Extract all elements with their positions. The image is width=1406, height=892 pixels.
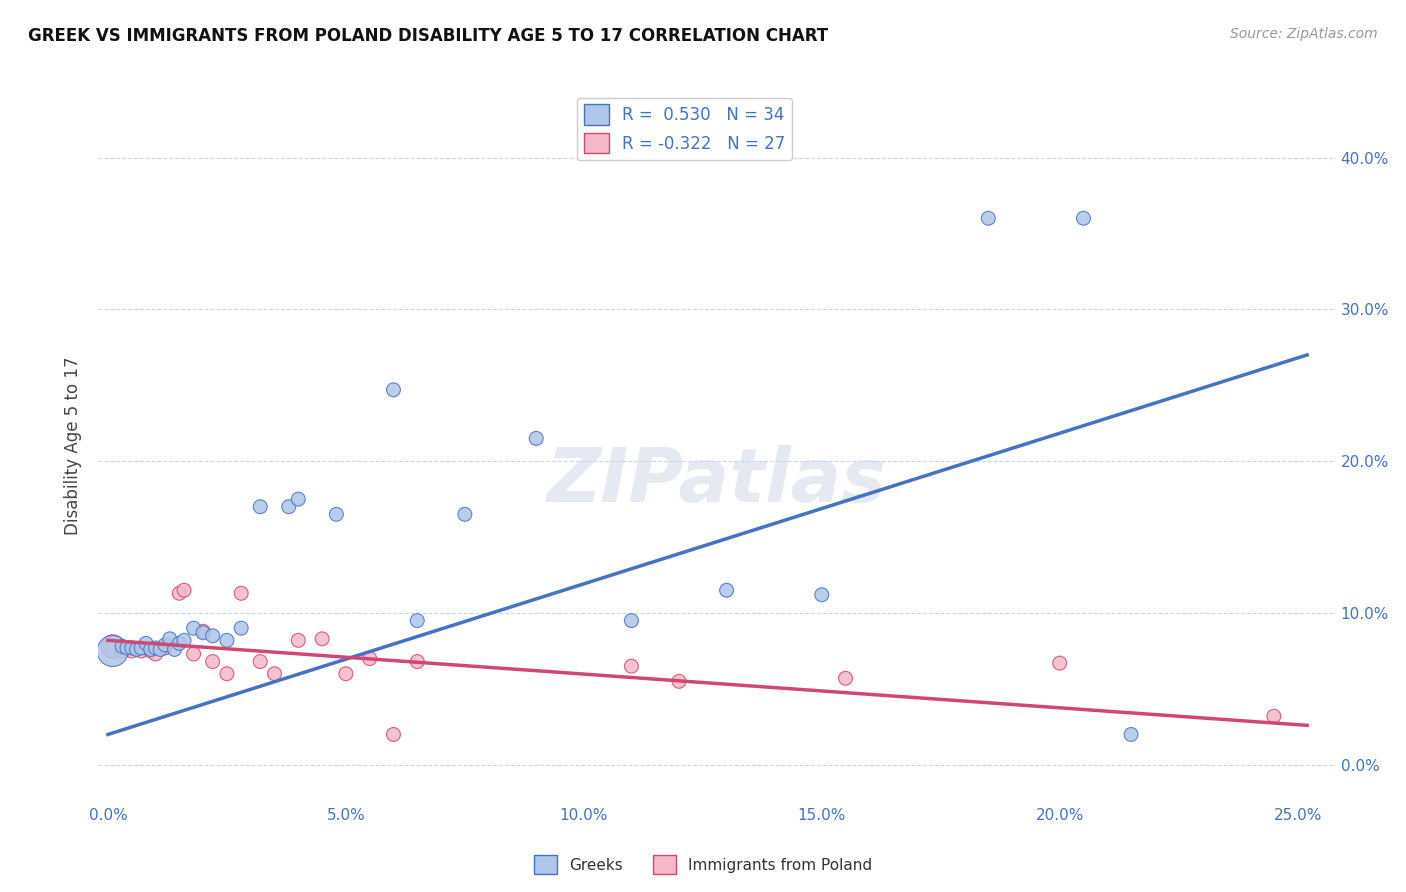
Point — [1119, 727, 1142, 741]
Point — [359, 651, 381, 665]
Point — [125, 642, 148, 657]
Point — [249, 500, 271, 514]
Point — [159, 632, 181, 646]
Point — [406, 655, 429, 669]
Point — [111, 640, 134, 654]
Point — [173, 633, 195, 648]
Point — [1073, 211, 1095, 226]
Point — [149, 642, 172, 657]
Point — [101, 644, 124, 658]
Point — [111, 644, 134, 658]
Point — [129, 640, 152, 655]
Text: GREEK VS IMMIGRANTS FROM POLAND DISABILITY AGE 5 TO 17 CORRELATION CHART: GREEK VS IMMIGRANTS FROM POLAND DISABILI… — [28, 27, 828, 45]
Point — [382, 727, 405, 741]
Text: Source: ZipAtlas.com: Source: ZipAtlas.com — [1230, 27, 1378, 41]
Point — [1049, 656, 1071, 670]
Point — [335, 666, 357, 681]
Point — [129, 644, 152, 658]
Point — [263, 666, 285, 681]
Point — [115, 640, 138, 655]
Point — [231, 586, 253, 600]
Point — [977, 211, 1000, 226]
Point — [121, 640, 143, 655]
Point — [834, 671, 856, 685]
Point — [325, 508, 347, 522]
Point — [716, 583, 738, 598]
Point — [524, 431, 547, 445]
Point — [311, 632, 333, 646]
Point — [173, 583, 195, 598]
Point — [153, 638, 176, 652]
Text: ZIPatlas: ZIPatlas — [547, 445, 887, 518]
Point — [121, 644, 143, 658]
Point — [139, 642, 162, 657]
Point — [215, 633, 238, 648]
Point — [454, 508, 477, 522]
Point — [169, 636, 191, 650]
Point — [668, 674, 690, 689]
Point — [183, 647, 205, 661]
Point — [406, 614, 429, 628]
Point — [163, 642, 186, 657]
Point — [277, 500, 299, 514]
Point — [201, 655, 224, 669]
Point — [183, 621, 205, 635]
Y-axis label: Disability Age 5 to 17: Disability Age 5 to 17 — [65, 357, 83, 535]
Point — [139, 644, 162, 658]
Legend: R =  0.530   N = 34, R = -0.322   N = 27: R = 0.530 N = 34, R = -0.322 N = 27 — [576, 97, 792, 160]
Point — [287, 633, 309, 648]
Point — [231, 621, 253, 635]
Point — [1263, 709, 1285, 723]
Point — [145, 647, 167, 661]
Point — [145, 640, 167, 655]
Point — [101, 640, 124, 654]
Point — [169, 586, 191, 600]
Point — [191, 624, 214, 639]
Point — [215, 666, 238, 681]
Point — [153, 640, 176, 655]
Point — [287, 492, 309, 507]
Point — [620, 614, 643, 628]
Point — [620, 659, 643, 673]
Point — [810, 588, 832, 602]
Point — [191, 625, 214, 640]
Legend: Greeks, Immigrants from Poland: Greeks, Immigrants from Poland — [527, 849, 879, 880]
Point — [249, 655, 271, 669]
Point — [382, 383, 405, 397]
Point — [135, 636, 157, 650]
Point — [201, 629, 224, 643]
